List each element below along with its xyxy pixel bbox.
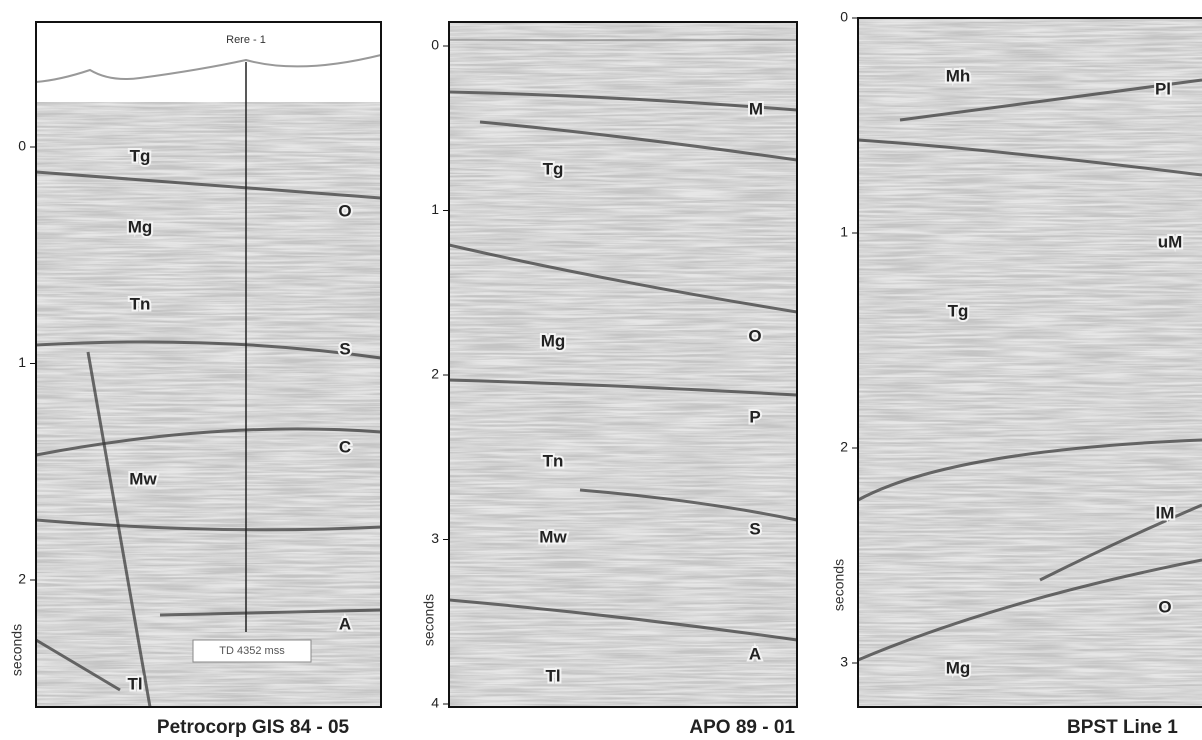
horizon-label: A: [749, 644, 761, 663]
reflector: [579, 488, 798, 522]
tick-label: 0: [18, 138, 26, 154]
horizon-label: Mg: [946, 658, 971, 677]
axis-label: seconds: [9, 624, 25, 676]
horizon-label: Mg: [128, 217, 153, 236]
caption: BPST Line 1: [1067, 717, 1178, 738]
horizon-label: Mw: [129, 469, 157, 488]
horizon-label: M: [749, 99, 763, 118]
reflector: [1039, 503, 1202, 582]
reflector: [35, 170, 382, 200]
horizon-label: uM: [1158, 232, 1183, 251]
horizon-label: Tg: [130, 146, 151, 165]
horizon-label: Mg: [541, 331, 566, 350]
seismic-panel: 0 1 2 3 4 seconds M Tg O Mg P Tn S Mw A Tl APO 89 - 01: [421, 21, 798, 738]
horizon-label: Pl: [1155, 79, 1171, 98]
horizon-label: Tl: [545, 666, 560, 685]
tick-label: 1: [840, 224, 848, 240]
reflector: [479, 120, 798, 162]
horizon-label: P: [749, 407, 760, 426]
well-name: Rere - 1: [226, 34, 266, 46]
tick-label: 1: [431, 201, 439, 217]
reflector: [35, 518, 382, 532]
horizon-label: A: [339, 614, 351, 633]
seismic-panel: Rere - 1 TD 4352 mss 0 1 2 seconds Tg Mg Tn O S C Mw…: [9, 21, 382, 738]
horizon-label: O: [1158, 597, 1171, 616]
seismic-panel: 0 1 2 3 seconds Mh Pl uM Tg lM O Mg BPST Line 1: [831, 9, 1202, 738]
reflector: [448, 243, 798, 314]
horizon-label: C: [339, 437, 351, 456]
reflector: [857, 558, 1202, 662]
header-blank: [36, 22, 381, 102]
reflector: [159, 608, 382, 617]
reflector: [448, 90, 798, 112]
section-frame: [448, 21, 798, 708]
axis-label: seconds: [831, 559, 847, 611]
horizon-label: Mw: [539, 527, 567, 546]
reflector: [35, 340, 382, 360]
reflector: [35, 427, 382, 457]
horizon-label: Mh: [946, 66, 971, 85]
tick-label: 1: [18, 354, 26, 370]
reflector: [448, 378, 798, 397]
reflector: [857, 138, 1202, 177]
seismic-texture: [36, 22, 381, 707]
tick-label: 2: [840, 439, 848, 455]
seismic-texture: [858, 18, 1202, 707]
horizon-label: Tn: [543, 451, 564, 470]
caption: Petrocorp GIS 84 - 05: [157, 717, 350, 738]
horizon-label: O: [748, 326, 761, 345]
horizon-label: Tg: [543, 159, 564, 178]
td-box: [192, 639, 312, 663]
axis-label: seconds: [421, 594, 437, 646]
section-frame: [35, 21, 382, 708]
reflector: [86, 351, 152, 708]
td-label: TD 4352 mss: [219, 645, 285, 657]
horizon-label: Tn: [130, 294, 151, 313]
section-frame: [857, 17, 1202, 708]
tick-label: 3: [840, 654, 848, 670]
tick-label: 2: [18, 571, 26, 587]
reflector: [35, 638, 121, 692]
horizon-label: O: [338, 201, 351, 220]
tick-label: 0: [840, 9, 848, 25]
horizon-label: Tl: [127, 674, 142, 693]
tick-label: 3: [431, 530, 439, 546]
horizon-label: S: [749, 519, 760, 538]
tick-label: 0: [431, 37, 439, 53]
tick-label: 4: [431, 695, 439, 711]
caption: APO 89 - 01: [689, 717, 795, 738]
tick-label: 2: [431, 366, 439, 382]
topography: [35, 54, 382, 83]
horizon-label: S: [339, 339, 350, 358]
reflector: [857, 438, 1202, 502]
reflector: [448, 598, 798, 642]
horizon-label: Tg: [948, 301, 969, 320]
horizon-label: lM: [1156, 503, 1175, 522]
reflector: [899, 78, 1202, 122]
